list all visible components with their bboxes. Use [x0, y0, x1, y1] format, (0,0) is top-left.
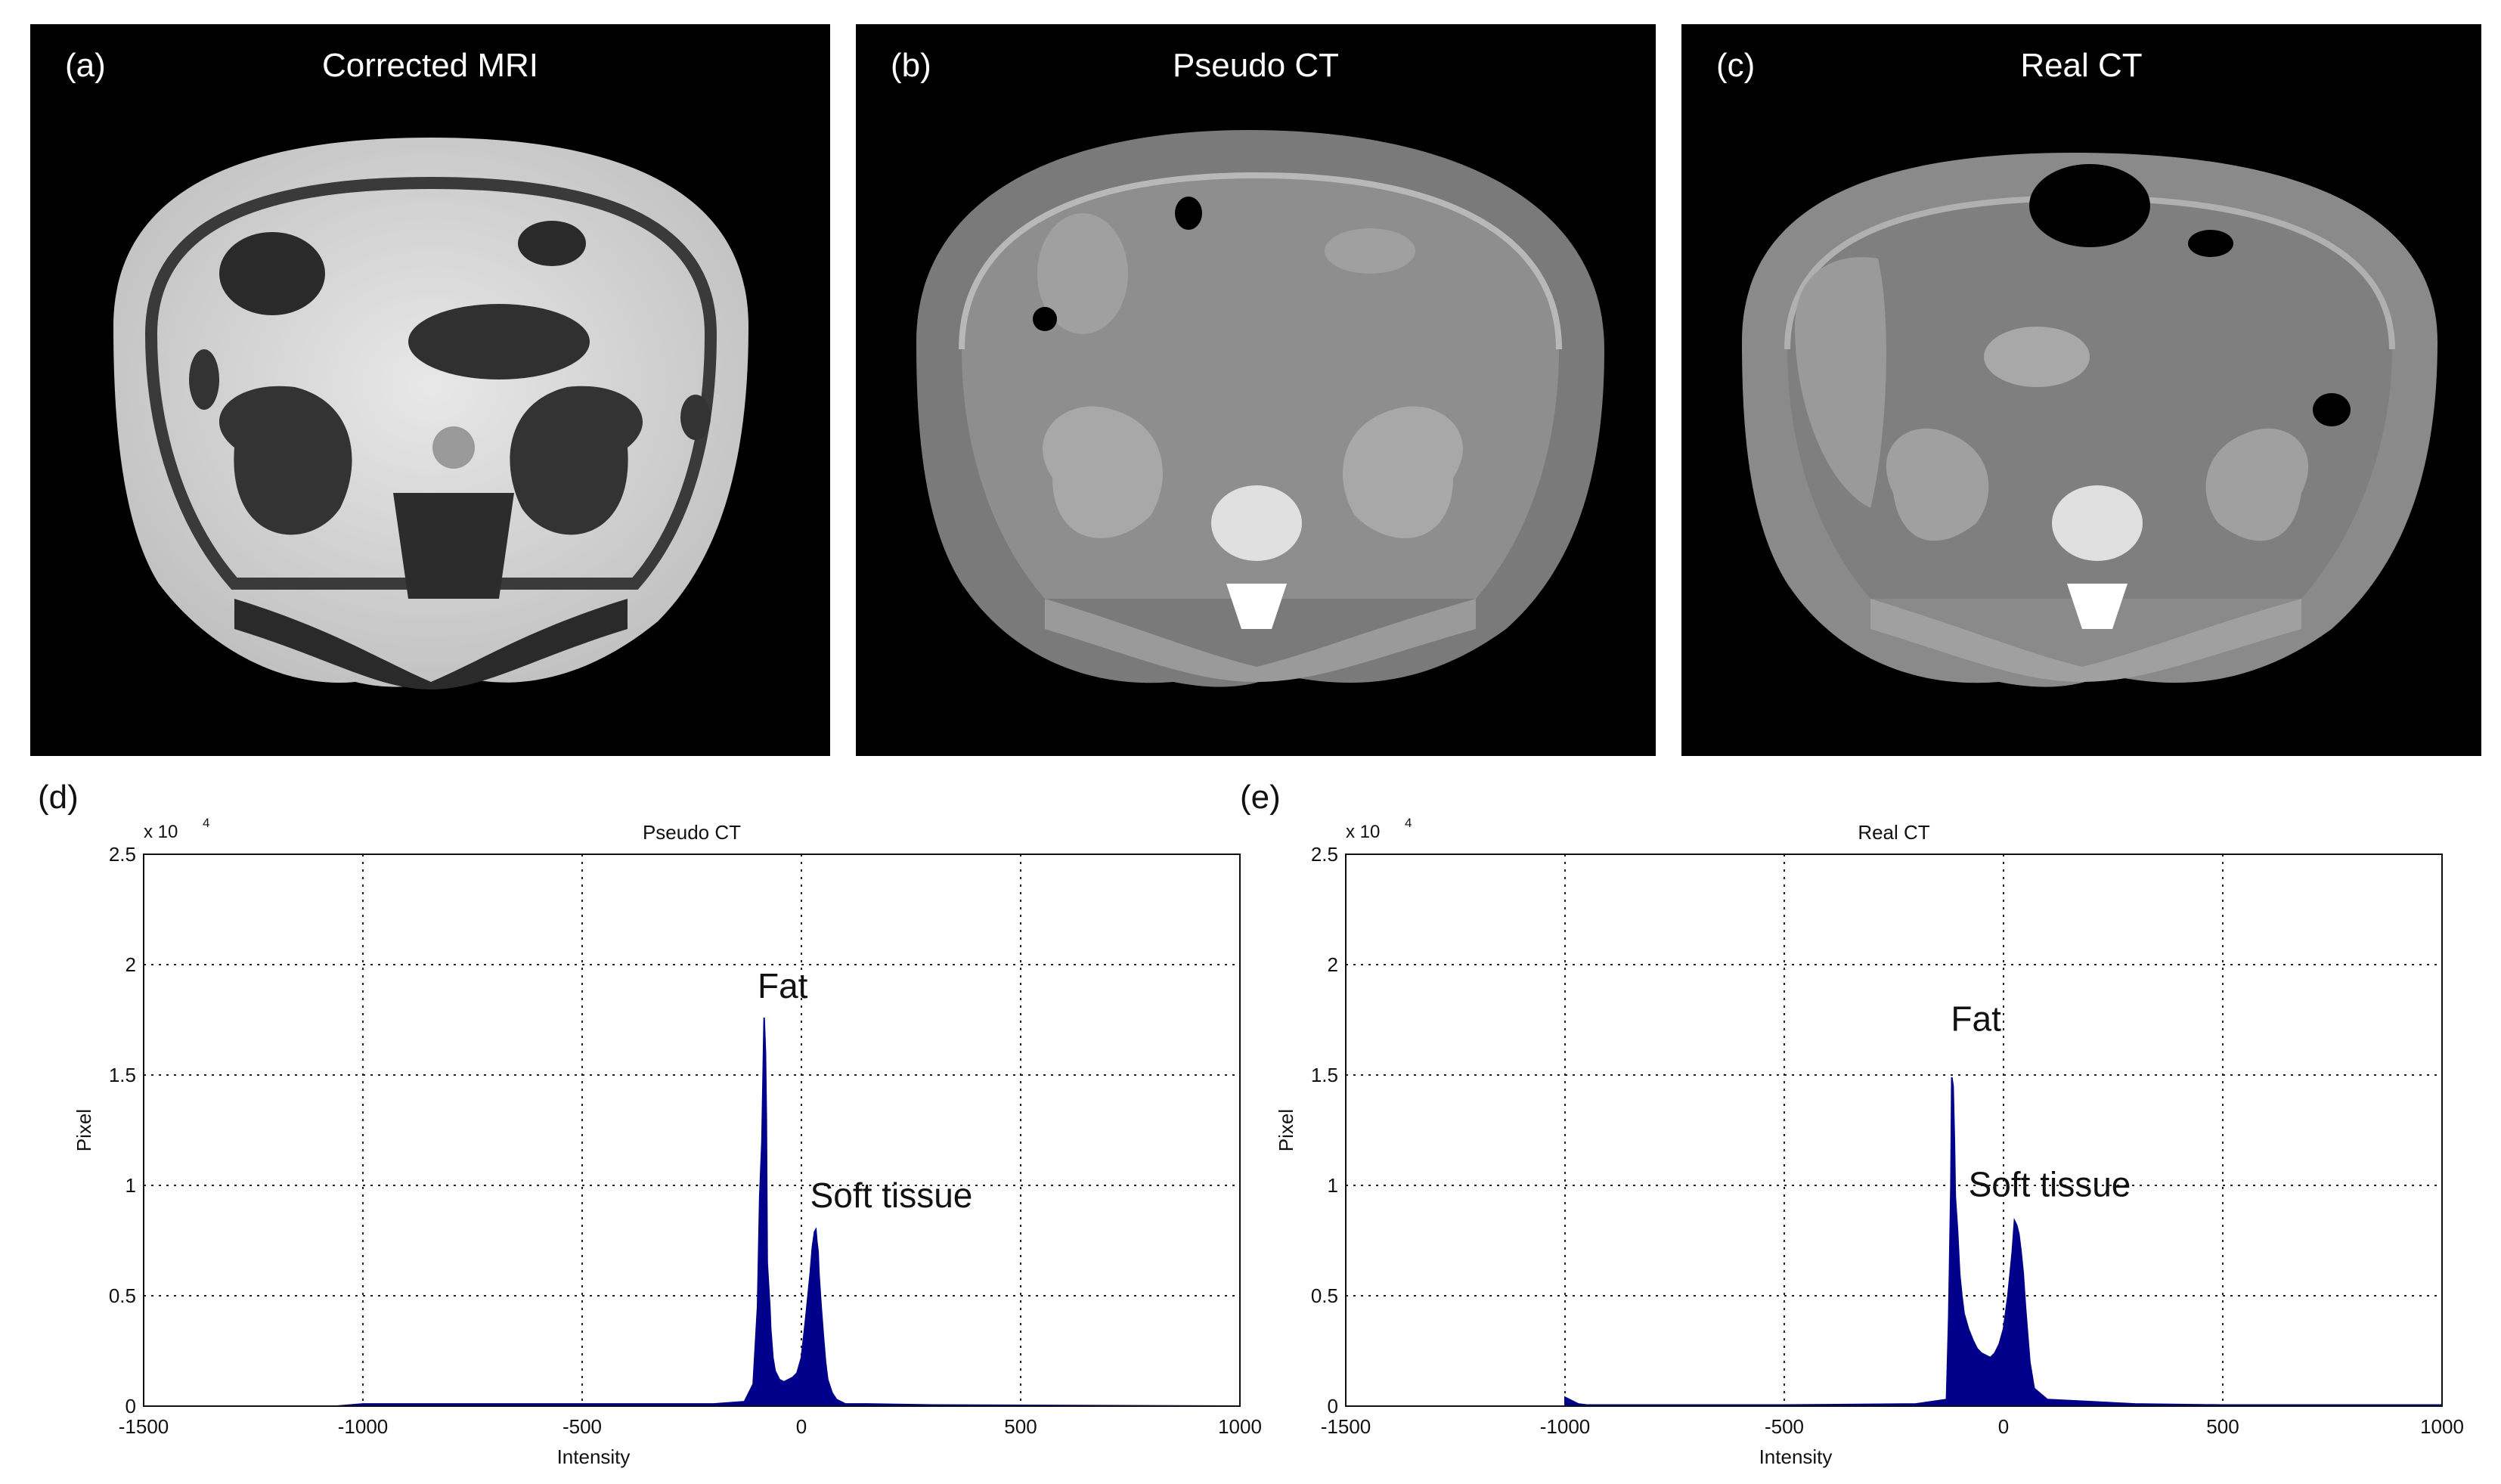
chart-1-annotation: Fat [1951, 999, 2001, 1039]
chart-1-annotation: Soft tissue [1969, 1165, 2131, 1204]
chart-1-histogram-series [1564, 1077, 2443, 1407]
chart-0-y-tick-label: 2 [126, 953, 136, 976]
chart-0-y-tick-label: 0 [126, 1395, 136, 1417]
chart-0-x-tick-label: 500 [1004, 1415, 1037, 1438]
chart-0-x-tick-label: -500 [562, 1415, 602, 1438]
chart-1-x-tick-label: -1500 [1321, 1415, 1371, 1438]
chart-1-axes-frame [1345, 854, 2443, 1407]
chart-0-y-tick-label: 1.5 [109, 1064, 136, 1086]
chart-1-y-tick-label: 2 [1328, 953, 1338, 976]
chart-1-y-exponent-power: 4 [1405, 816, 1412, 830]
panel-letter-b: (b) [891, 47, 931, 84]
real-ct-scan-image [1742, 153, 2437, 687]
chart-0-annotation: Fat [758, 966, 808, 1005]
chart-1-x-tick-label: 1000 [2420, 1415, 2464, 1438]
chart-0-y-exponent-label: x 10 [144, 822, 178, 842]
chart-1-y-tick-label: 0 [1328, 1395, 1338, 1417]
corrected-mri-panel: (a) Corrected MRI [30, 24, 830, 756]
chart-1-y-tick-label: 1.5 [1311, 1064, 1338, 1086]
chart-0-y-tick-label: 2.5 [109, 843, 136, 866]
chart-1-y-tick-label: 0.5 [1311, 1284, 1338, 1307]
chart-1-x-tick-label: -500 [1765, 1415, 1804, 1438]
chart-0-annotation: Soft tissue [810, 1176, 973, 1215]
chart-1-y-tick-label: 1 [1328, 1174, 1338, 1197]
real-ct-histogram-panel: (e) Real CT -1500 -1000 -500 0 500 1000 0 0.5 1 1.… [1240, 779, 2487, 1482]
chart-letter-e: (e) [1240, 779, 1281, 816]
chart-0-x-tick-label: 0 [796, 1415, 807, 1438]
mri-scan-image [113, 138, 748, 689]
chart-1-x-tick-label: 500 [2206, 1415, 2239, 1438]
chart-0-histogram-series [336, 1018, 1241, 1407]
chart-0-axes-frame [143, 854, 1241, 1407]
panel-title-c: Real CT [2020, 47, 2143, 84]
chart-0-y-axis-label: Pixel [73, 1109, 95, 1151]
chart-0-y-tick-label: 1 [126, 1174, 136, 1197]
pseudo-ct-scan-image [916, 130, 1604, 687]
chart-1-x-tick-label: -1000 [1540, 1415, 1591, 1438]
panel-letter-a: (a) [65, 47, 106, 84]
panel-letter-c: (c) [1716, 47, 1756, 84]
chart-0-y-tick-label: 0.5 [109, 1284, 136, 1307]
pseudo-ct-histogram-chart: Pseudo CT -1500 -1000 -500 0 500 1000 0 0.5 1 1.5 2… [73, 816, 1262, 1468]
chart-1-y-exponent-label: x 10 [1346, 822, 1380, 842]
chart-0-title: Pseudo CT [643, 821, 741, 844]
chart-0-x-tick-label: -1000 [338, 1415, 389, 1438]
real-ct-panel: (c) Real CT [1681, 24, 2481, 756]
chart-1-y-axis-label: Pixel [1275, 1109, 1297, 1151]
chart-1-x-axis-label: Intensity [1759, 1445, 1833, 1468]
chart-0-x-tick-label: -1500 [119, 1415, 169, 1438]
chart-0-x-tick-label: 1000 [1218, 1415, 1262, 1438]
chart-1-title: Real CT [1858, 821, 1929, 844]
chart-0-y-exponent-power: 4 [203, 816, 209, 830]
chart-letter-d: (d) [38, 779, 79, 816]
real-ct-histogram-chart: Real CT -1500 -1000 -500 0 500 1000 0 0.5 1 1.5 2 2.… [1275, 816, 2464, 1468]
chart-1-x-tick-label: 0 [1998, 1415, 2009, 1438]
pseudo-ct-histogram-panel: (d) Pseudo CT -1500 -1000 -500 0 500 1000 0 0.5 1… [38, 779, 1285, 1482]
chart-1-y-tick-label: 2.5 [1311, 843, 1338, 866]
pseudo-ct-panel: (b) Pseudo CT [856, 24, 1656, 756]
panel-title-a: Corrected MRI [321, 47, 539, 84]
panel-title-b: Pseudo CT [1172, 47, 1340, 84]
chart-0-x-axis-label: Intensity [557, 1445, 631, 1468]
